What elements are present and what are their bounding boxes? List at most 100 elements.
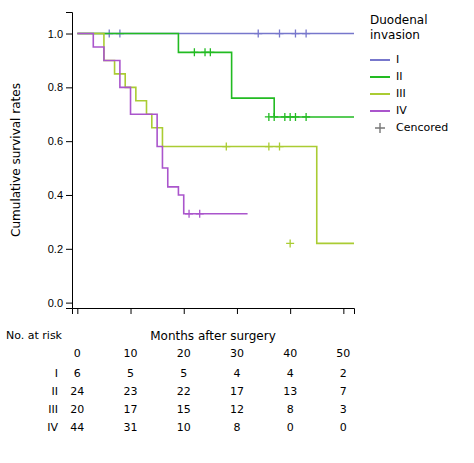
risk-time-label: 20 bbox=[177, 347, 191, 360]
risk-value: 3 bbox=[340, 403, 347, 416]
x-tick-mark bbox=[237, 308, 238, 314]
legend-title: Duodenalinvasion bbox=[370, 13, 427, 42]
risk-value: 17 bbox=[124, 403, 138, 416]
y-tick-mark bbox=[66, 249, 72, 250]
risk-value: 4 bbox=[233, 367, 240, 380]
risk-value: 22 bbox=[177, 385, 191, 398]
y-tick: 0.8 bbox=[48, 81, 72, 93]
x-tick-mark bbox=[343, 308, 344, 314]
y-tick-mark bbox=[66, 195, 72, 196]
risk-time-label: 10 bbox=[124, 347, 138, 360]
legend-label: I bbox=[396, 53, 399, 66]
x-tick bbox=[184, 308, 185, 314]
risk-row-label: I bbox=[55, 367, 58, 380]
risk-table: No. at riskMonths after surgery010203040… bbox=[6, 329, 350, 435]
x-axis bbox=[73, 308, 355, 314]
y-tick: 0.4 bbox=[48, 189, 72, 201]
risk-value: 10 bbox=[177, 421, 191, 434]
y-tick: 0.0 bbox=[48, 297, 72, 309]
risk-row-label: IV bbox=[47, 421, 58, 434]
censor-mark bbox=[185, 210, 193, 218]
risk-time-label: 50 bbox=[336, 347, 350, 360]
x-tick-mark bbox=[184, 308, 185, 314]
risk-value: 8 bbox=[233, 421, 240, 434]
legend-item: III bbox=[370, 87, 406, 100]
y-axis: 0.0 0.2 0.4 0.6 0.8 1.0 bbox=[48, 13, 73, 309]
risk-value: 6 bbox=[74, 367, 81, 380]
risk-value: 31 bbox=[124, 421, 138, 434]
risk-value: 12 bbox=[230, 403, 244, 416]
risk-time-label: 0 bbox=[74, 347, 81, 360]
y-tick-label: 1.0 bbox=[48, 28, 63, 40]
legend: DuodenalinvasionIIIIIIIVCencored bbox=[370, 13, 448, 134]
risk-value: 4 bbox=[287, 367, 294, 380]
risk-row-label: II bbox=[52, 385, 59, 398]
plot: 0.0 0.2 0.4 0.6 0.8 1.0 bbox=[48, 13, 355, 315]
risk-value: 0 bbox=[287, 421, 294, 434]
x-tick bbox=[77, 308, 78, 314]
y-tick-label: 0.4 bbox=[48, 189, 63, 201]
x-tick bbox=[131, 308, 132, 314]
y-tick-label: 0.6 bbox=[48, 135, 63, 147]
censor-mark bbox=[286, 239, 294, 247]
x-tick bbox=[343, 308, 344, 314]
risk-value: 20 bbox=[70, 403, 84, 416]
censor-mark bbox=[302, 113, 310, 121]
x-tick-mark bbox=[77, 308, 78, 314]
x-axis-line bbox=[73, 309, 355, 315]
y-tick-mark bbox=[66, 87, 72, 88]
risk-value: 5 bbox=[127, 367, 134, 380]
risk-value: 0 bbox=[340, 421, 347, 434]
risk-value: 5 bbox=[180, 367, 187, 380]
risk-time-label: 30 bbox=[230, 347, 244, 360]
censor-mark bbox=[291, 113, 299, 121]
y-tick-mark bbox=[66, 141, 72, 142]
censor-mark bbox=[265, 143, 273, 151]
censor-mark bbox=[254, 30, 262, 38]
marks bbox=[77, 30, 354, 248]
legend-swatch bbox=[370, 59, 390, 61]
x-tick-mark bbox=[131, 308, 132, 314]
legend-label: Cencored bbox=[396, 121, 448, 134]
legend-item: Cencored bbox=[375, 121, 448, 134]
legend-swatch bbox=[375, 123, 385, 133]
legend-label: IV bbox=[396, 104, 407, 117]
y-tick-mark bbox=[66, 303, 72, 304]
legend-swatch bbox=[370, 76, 390, 78]
risk-value: 24 bbox=[70, 385, 84, 398]
risk-time-label: 40 bbox=[283, 347, 297, 360]
risk-value: 2 bbox=[340, 367, 347, 380]
censor-mark bbox=[196, 210, 204, 218]
survival-curve bbox=[77, 34, 354, 244]
censor-mark bbox=[302, 30, 310, 38]
legend-label: III bbox=[396, 87, 406, 100]
risk-value: 7 bbox=[340, 385, 347, 398]
censor-mark bbox=[270, 113, 278, 121]
x-tick-mark bbox=[290, 308, 291, 314]
legend-item: I bbox=[370, 53, 399, 66]
risk-value: 17 bbox=[230, 385, 244, 398]
y-tick-mark bbox=[66, 34, 72, 35]
censor-mark bbox=[222, 143, 230, 151]
censor-mark bbox=[276, 143, 284, 151]
y-tick: 0.2 bbox=[48, 243, 72, 255]
censor-mark bbox=[206, 48, 214, 56]
legend-swatch bbox=[370, 93, 390, 95]
risk-value: 15 bbox=[177, 403, 191, 416]
y-tick-label: 0.0 bbox=[48, 297, 63, 309]
legend-title-line: Duodenal bbox=[370, 13, 427, 27]
legend-item: II bbox=[370, 70, 403, 83]
censor-mark bbox=[291, 30, 299, 38]
y-axis-line bbox=[66, 13, 73, 309]
risk-row-label: III bbox=[48, 403, 58, 416]
y-tick: 0.6 bbox=[48, 135, 72, 147]
chart: 0.00.20.40.60.81.0Cumulative survival ra… bbox=[0, 0, 474, 463]
x-tick bbox=[290, 308, 291, 314]
censor-mark bbox=[190, 48, 198, 56]
legend-item: IV bbox=[370, 104, 407, 117]
legend-title-line: invasion bbox=[370, 28, 420, 42]
x-tick bbox=[237, 308, 238, 314]
legend-label: II bbox=[396, 70, 403, 83]
y-tick-label: 0.8 bbox=[48, 81, 63, 93]
censor-mark bbox=[276, 30, 284, 38]
